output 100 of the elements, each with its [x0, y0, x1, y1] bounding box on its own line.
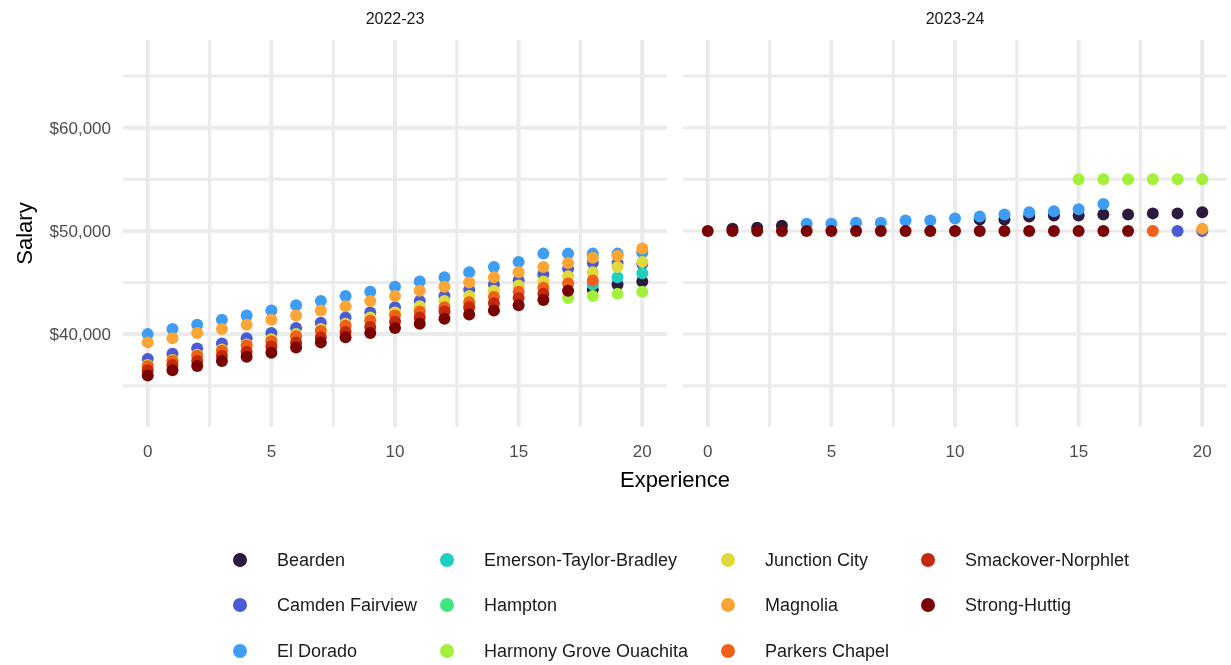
- x-tick-label: 5: [826, 442, 837, 461]
- chart-title: 2023-24: [925, 10, 985, 27]
- point: [166, 364, 179, 377]
- legend-label: Smackover-Norphlet: [965, 550, 1130, 571]
- point: [537, 294, 550, 307]
- x-tick-label: 20: [632, 442, 652, 461]
- x-tick-label: 5: [266, 442, 277, 461]
- legend-label: Harmony Grove Ouachita: [484, 641, 690, 662]
- y-tick-label: $50,000: [49, 221, 111, 241]
- point: [949, 212, 961, 225]
- point: [636, 285, 649, 298]
- point: [1146, 207, 1159, 220]
- point: [924, 214, 937, 227]
- point: [998, 224, 1011, 237]
- point: [290, 299, 303, 312]
- point: [463, 266, 476, 279]
- point: [1097, 208, 1110, 221]
- point: [389, 289, 401, 302]
- point: [562, 284, 575, 297]
- point: [215, 322, 228, 335]
- legend-label: Bearden: [277, 550, 346, 571]
- point: [141, 369, 154, 382]
- point: [701, 224, 714, 237]
- point: [389, 321, 401, 334]
- point: [487, 304, 500, 317]
- y-tick-label: $40,000: [49, 325, 111, 345]
- point: [874, 224, 887, 237]
- point: [800, 224, 813, 237]
- legend-label: El Dorado: [277, 641, 358, 662]
- point: [636, 242, 649, 255]
- legend-label: Hampton: [484, 595, 558, 616]
- point: [463, 308, 476, 321]
- point: [611, 261, 624, 274]
- point: [487, 271, 500, 284]
- legend-label: Strong-Huttig: [965, 595, 1072, 616]
- point: [240, 318, 253, 331]
- legend-label: Magnolia: [765, 595, 840, 616]
- point: [512, 266, 525, 279]
- point: [562, 256, 575, 269]
- point: [924, 224, 937, 237]
- point: [339, 300, 352, 313]
- y-tick-label: $60,000: [49, 118, 111, 138]
- point: [290, 309, 303, 322]
- point: [1146, 224, 1159, 237]
- point: [1047, 205, 1060, 218]
- point: [314, 304, 327, 317]
- x-tick-label: 15: [509, 442, 529, 461]
- point: [1023, 206, 1036, 219]
- point: [364, 295, 377, 308]
- point: [413, 284, 426, 297]
- point: [1097, 173, 1110, 186]
- point: [1171, 224, 1184, 237]
- point: [825, 224, 838, 237]
- point: [998, 208, 1011, 221]
- point: [1023, 224, 1036, 237]
- point: [1171, 207, 1184, 220]
- point: [438, 312, 451, 325]
- x-tick-label: 10: [385, 442, 405, 461]
- point: [1072, 203, 1085, 216]
- x-axis-title: Experience: [619, 467, 731, 492]
- point: [586, 274, 599, 287]
- legend-label: Emerson-Taylor-Bradley: [484, 550, 678, 571]
- point: [973, 224, 986, 237]
- point: [290, 341, 303, 354]
- point: [191, 327, 204, 340]
- point: [1122, 173, 1135, 186]
- point: [636, 267, 649, 280]
- point: [586, 251, 599, 264]
- x-tick-label: 0: [702, 442, 713, 461]
- legend-label: Junction City: [765, 550, 869, 571]
- point: [265, 346, 278, 359]
- chart-title: 2022-23: [365, 10, 425, 27]
- x-tick-label: 10: [945, 442, 965, 461]
- point: [899, 214, 912, 227]
- point: [166, 332, 179, 345]
- point: [611, 287, 624, 300]
- point: [240, 350, 253, 363]
- point: [537, 261, 550, 274]
- point: [191, 360, 204, 373]
- y-axis-title: Salary: [12, 202, 37, 265]
- point: [364, 327, 377, 340]
- point: [611, 271, 624, 284]
- x-tick-label: 15: [1069, 442, 1089, 461]
- point: [850, 224, 863, 237]
- point: [463, 276, 476, 289]
- legend-label: Parkers Chapel: [765, 641, 890, 662]
- point: [899, 224, 912, 237]
- point: [1122, 208, 1135, 221]
- point: [949, 224, 961, 237]
- x-tick-label: 0: [142, 442, 153, 461]
- point: [413, 317, 426, 330]
- point: [1171, 173, 1184, 186]
- point: [215, 354, 228, 367]
- point: [775, 224, 788, 237]
- point: [1196, 206, 1209, 219]
- point: [1122, 224, 1135, 237]
- point: [339, 331, 352, 344]
- point: [512, 255, 525, 268]
- legend-label: Camden Fairview: [277, 595, 419, 616]
- point: [586, 289, 599, 302]
